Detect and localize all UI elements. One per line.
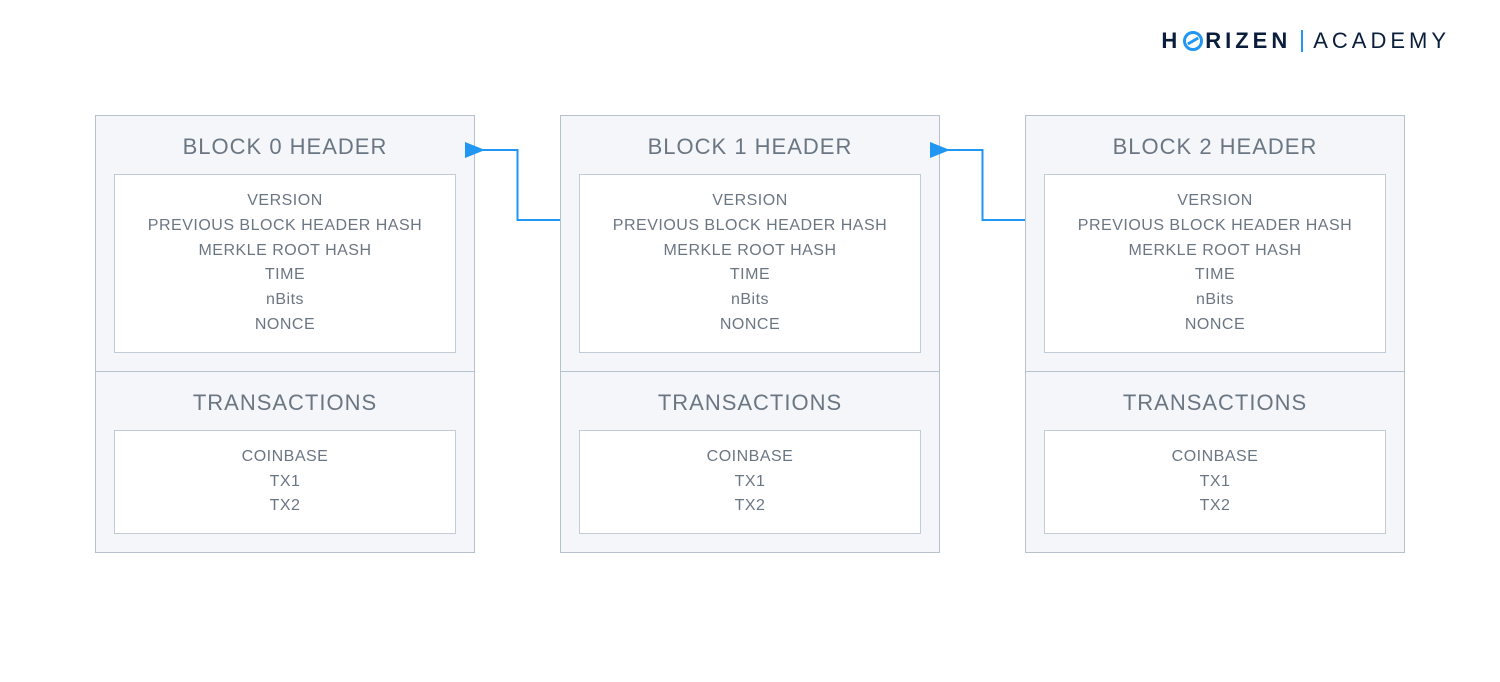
tx-field: TX2 bbox=[1055, 494, 1375, 519]
block-header-title: BLOCK 1 HEADER bbox=[579, 134, 921, 160]
brand-logo: H RIZEN ACADEMY bbox=[1161, 28, 1450, 54]
blockchain-diagram: BLOCK 0 HEADERVERSIONPREVIOUS BLOCK HEAD… bbox=[95, 115, 1405, 553]
header-fields: VERSIONPREVIOUS BLOCK HEADER HASHMERKLE … bbox=[579, 174, 921, 353]
header-field: NONCE bbox=[125, 313, 445, 338]
tx-field: COINBASE bbox=[1055, 445, 1375, 470]
block-tx-section: TRANSACTIONS COINBASETX1TX2 bbox=[1025, 372, 1405, 553]
logo-o-icon bbox=[1183, 31, 1203, 51]
block-header-section: BLOCK 0 HEADER VERSIONPREVIOUS BLOCK HEAD… bbox=[95, 115, 475, 372]
logo-h: H bbox=[1161, 28, 1181, 54]
block-tx-title: TRANSACTIONS bbox=[579, 390, 921, 416]
tx-fields: COINBASETX1TX2 bbox=[579, 430, 921, 534]
header-field: TIME bbox=[125, 263, 445, 288]
tx-fields: COINBASETX1TX2 bbox=[1044, 430, 1386, 534]
block-header-title: BLOCK 2 HEADER bbox=[1044, 134, 1386, 160]
tx-field: TX2 bbox=[590, 494, 910, 519]
header-field: VERSION bbox=[125, 189, 445, 214]
logo-horizen: H RIZEN bbox=[1161, 28, 1291, 54]
logo-rizen: RIZEN bbox=[1205, 28, 1291, 54]
header-field: NONCE bbox=[590, 313, 910, 338]
tx-fields: COINBASETX1TX2 bbox=[114, 430, 456, 534]
header-field: TIME bbox=[1055, 263, 1375, 288]
tx-field: TX1 bbox=[125, 470, 445, 495]
block-0: BLOCK 0 HEADER VERSIONPREVIOUS BLOCK HEAD… bbox=[95, 115, 475, 553]
header-field: MERKLE ROOT HASH bbox=[125, 239, 445, 264]
tx-field: TX1 bbox=[590, 470, 910, 495]
header-field: MERKLE ROOT HASH bbox=[1055, 239, 1375, 264]
header-field: nBits bbox=[125, 288, 445, 313]
header-field: nBits bbox=[590, 288, 910, 313]
tx-field: COINBASE bbox=[590, 445, 910, 470]
header-field: PREVIOUS BLOCK HEADER HASH bbox=[125, 214, 445, 239]
header-field: PREVIOUS BLOCK HEADER HASH bbox=[590, 214, 910, 239]
header-fields: VERSIONPREVIOUS BLOCK HEADER HASHMERKLE … bbox=[114, 174, 456, 353]
header-field: VERSION bbox=[1055, 189, 1375, 214]
logo-divider bbox=[1301, 30, 1303, 52]
header-field: VERSION bbox=[590, 189, 910, 214]
block-tx-title: TRANSACTIONS bbox=[1044, 390, 1386, 416]
header-field: TIME bbox=[590, 263, 910, 288]
logo-academy: ACADEMY bbox=[1313, 28, 1450, 54]
tx-field: TX1 bbox=[1055, 470, 1375, 495]
header-field: MERKLE ROOT HASH bbox=[590, 239, 910, 264]
block-2: BLOCK 2 HEADER VERSIONPREVIOUS BLOCK HEAD… bbox=[1025, 115, 1405, 553]
block-tx-section: TRANSACTIONS COINBASETX1TX2 bbox=[560, 372, 940, 553]
tx-field: TX2 bbox=[125, 494, 445, 519]
block-header-section: BLOCK 2 HEADER VERSIONPREVIOUS BLOCK HEAD… bbox=[1025, 115, 1405, 372]
block-tx-title: TRANSACTIONS bbox=[114, 390, 456, 416]
block-1: BLOCK 1 HEADER VERSIONPREVIOUS BLOCK HEAD… bbox=[560, 115, 940, 553]
block-header-section: BLOCK 1 HEADER VERSIONPREVIOUS BLOCK HEAD… bbox=[560, 115, 940, 372]
header-field: PREVIOUS BLOCK HEADER HASH bbox=[1055, 214, 1375, 239]
header-fields: VERSIONPREVIOUS BLOCK HEADER HASHMERKLE … bbox=[1044, 174, 1386, 353]
header-field: NONCE bbox=[1055, 313, 1375, 338]
header-field: nBits bbox=[1055, 288, 1375, 313]
block-header-title: BLOCK 0 HEADER bbox=[114, 134, 456, 160]
tx-field: COINBASE bbox=[125, 445, 445, 470]
block-tx-section: TRANSACTIONS COINBASETX1TX2 bbox=[95, 372, 475, 553]
